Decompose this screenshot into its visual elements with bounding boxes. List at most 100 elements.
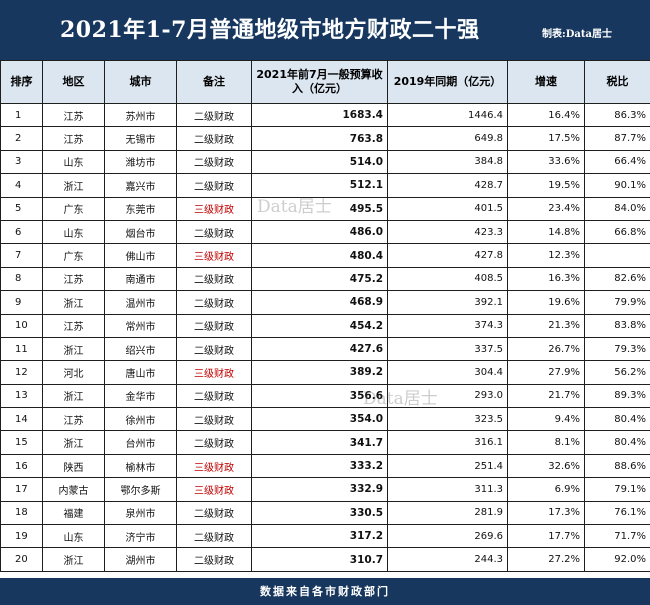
cell-rank: 16 [0, 453, 43, 479]
cell-revenue-2021: 354.0 [251, 407, 388, 432]
cell-rank: 9 [0, 290, 43, 315]
cell-revenue-2019: 251.4 [387, 453, 508, 479]
cell-region: 江苏 [42, 313, 105, 338]
cell-city: 南通市 [104, 266, 177, 292]
cell-growth: 16.4% [507, 102, 585, 128]
cell-revenue-2021: 356.6 [251, 383, 388, 409]
cell-revenue-2019: 384.8 [387, 149, 508, 175]
cell-region: 广东 [42, 196, 105, 221]
column-header-revenue-2019: 2019年同期（亿元） [387, 60, 508, 104]
cell-growth: 27.9% [507, 360, 585, 385]
table-credit: 制表:Data居士 [542, 29, 612, 40]
cell-rank: 6 [0, 219, 43, 245]
cell-city: 温州市 [104, 290, 177, 315]
cell-revenue-2021: 475.2 [251, 266, 388, 292]
cell-revenue-2019: 374.3 [387, 313, 508, 338]
cell-city: 绍兴市 [104, 336, 177, 362]
cell-growth: 32.6% [507, 453, 585, 479]
table-row: 3 山东 潍坊市 二级财政 514.0 384.8 33.6% 66.4% [0, 149, 650, 175]
cell-tax-ratio: 89.3% [584, 383, 650, 409]
cell-region: 江苏 [42, 266, 105, 292]
cell-tax-ratio: 80.4% [584, 407, 650, 432]
page-title: 2021年1-7月普通地级市地方财政二十强 [60, 17, 480, 43]
cell-rank: 20 [0, 547, 43, 572]
cell-revenue-2021: 468.9 [251, 290, 388, 315]
cell-revenue-2019: 649.8 [387, 126, 508, 151]
cell-growth: 17.5% [507, 126, 585, 151]
cell-city: 泉州市 [104, 500, 177, 526]
cell-rank: 14 [0, 407, 43, 432]
cell-revenue-2019: 427.8 [387, 243, 508, 268]
cell-tax-ratio: 71.7% [584, 524, 650, 549]
table-row: 20 浙江 湖州市 二级财政 310.7 244.3 27.2% 92.0% [0, 547, 650, 572]
cell-revenue-2021: 330.5 [251, 500, 388, 526]
cell-note: 三级财政 [176, 360, 252, 385]
cell-city: 唐山市 [104, 360, 177, 385]
cell-city: 湖州市 [104, 547, 177, 572]
cell-growth: 26.7% [507, 336, 585, 362]
cell-city: 苏州市 [104, 102, 177, 128]
cell-city: 佛山市 [104, 243, 177, 268]
table-row: 2 江苏 无锡市 二级财政 763.8 649.8 17.5% 87.7% [0, 126, 650, 151]
table-row: 13 浙江 金华市 二级财政 356.6 293.0 21.7% 89.3% [0, 383, 650, 409]
cell-revenue-2021: 495.5 [251, 196, 388, 221]
cell-revenue-2019: 316.1 [387, 430, 508, 455]
cell-revenue-2021: 763.8 [251, 126, 388, 151]
cell-revenue-2021: 486.0 [251, 219, 388, 245]
cell-tax-ratio: 88.6% [584, 453, 650, 479]
cell-revenue-2019: 401.5 [387, 196, 508, 221]
table-row: 18 福建 泉州市 二级财政 330.5 281.9 17.3% 76.1% [0, 500, 650, 526]
cell-tax-ratio: 79.1% [584, 477, 650, 502]
cell-note: 二级财政 [176, 383, 252, 409]
cell-tax-ratio: 66.8% [584, 219, 650, 245]
cell-city: 东莞市 [104, 196, 177, 221]
cell-revenue-2019: 323.5 [387, 407, 508, 432]
table-row: 19 山东 济宁市 二级财政 317.2 269.6 17.7% 71.7% [0, 524, 650, 549]
cell-revenue-2021: 310.7 [251, 547, 388, 572]
cell-revenue-2021: 333.2 [251, 453, 388, 479]
cell-growth: 27.2% [507, 547, 585, 572]
cell-growth: 23.4% [507, 196, 585, 221]
cell-revenue-2019: 281.9 [387, 500, 508, 526]
cell-region: 陕西 [42, 453, 105, 479]
cell-note: 二级财政 [176, 102, 252, 128]
cell-revenue-2019: 304.4 [387, 360, 508, 385]
cell-revenue-2019: 423.3 [387, 219, 508, 245]
cell-region: 江苏 [42, 126, 105, 151]
cell-tax-ratio: 56.2% [584, 360, 650, 385]
table-row: 6 山东 烟台市 二级财政 486.0 423.3 14.8% 66.8% [0, 219, 650, 245]
cell-tax-ratio: 92.0% [584, 547, 650, 572]
column-header-rank: 排序 [0, 60, 43, 104]
cell-note: 二级财政 [176, 500, 252, 526]
source-footer: 数据来自各市财政部门 [0, 578, 650, 605]
cell-note: 三级财政 [176, 453, 252, 479]
cell-note: 二级财政 [176, 313, 252, 338]
cell-city: 济宁市 [104, 524, 177, 549]
cell-region: 江苏 [42, 102, 105, 128]
cell-city: 无锡市 [104, 126, 177, 151]
cell-tax-ratio: 90.1% [584, 173, 650, 198]
cell-revenue-2019: 293.0 [387, 383, 508, 409]
table-row: 8 江苏 南通市 二级财政 475.2 408.5 16.3% 82.6% [0, 266, 650, 292]
table-body: 1 江苏 苏州市 二级财政 1683.4 1446.4 16.4% 86.3% 2 江苏 无锡市 二级… [0, 102, 650, 572]
cell-growth: 17.3% [507, 500, 585, 526]
cell-region: 河北 [42, 360, 105, 385]
cell-revenue-2021: 512.1 [251, 173, 388, 198]
cell-rank: 1 [0, 102, 43, 128]
cell-revenue-2021: 480.4 [251, 243, 388, 268]
ranking-table: 排序 地区 城市 备注 2021年前7月一般预算收入（亿元） 2019年同期（亿… [0, 60, 650, 572]
table-row: 11 浙江 绍兴市 二级财政 427.6 337.5 26.7% 79.3% [0, 336, 650, 362]
cell-note: 二级财政 [176, 290, 252, 315]
column-header-revenue-2021: 2021年前7月一般预算收入（亿元） [251, 60, 388, 104]
cell-region: 浙江 [42, 383, 105, 409]
cell-note: 二级财政 [176, 173, 252, 198]
cell-note: 三级财政 [176, 243, 252, 268]
cell-growth: 21.7% [507, 383, 585, 409]
column-header-region: 地区 [42, 60, 105, 104]
cell-rank: 15 [0, 430, 43, 455]
cell-note: 二级财政 [176, 219, 252, 245]
cell-region: 山东 [42, 219, 105, 245]
cell-growth: 16.3% [507, 266, 585, 292]
table-header-row: 排序 地区 城市 备注 2021年前7月一般预算收入（亿元） 2019年同期（亿… [0, 60, 650, 104]
cell-growth: 12.3% [507, 243, 585, 268]
